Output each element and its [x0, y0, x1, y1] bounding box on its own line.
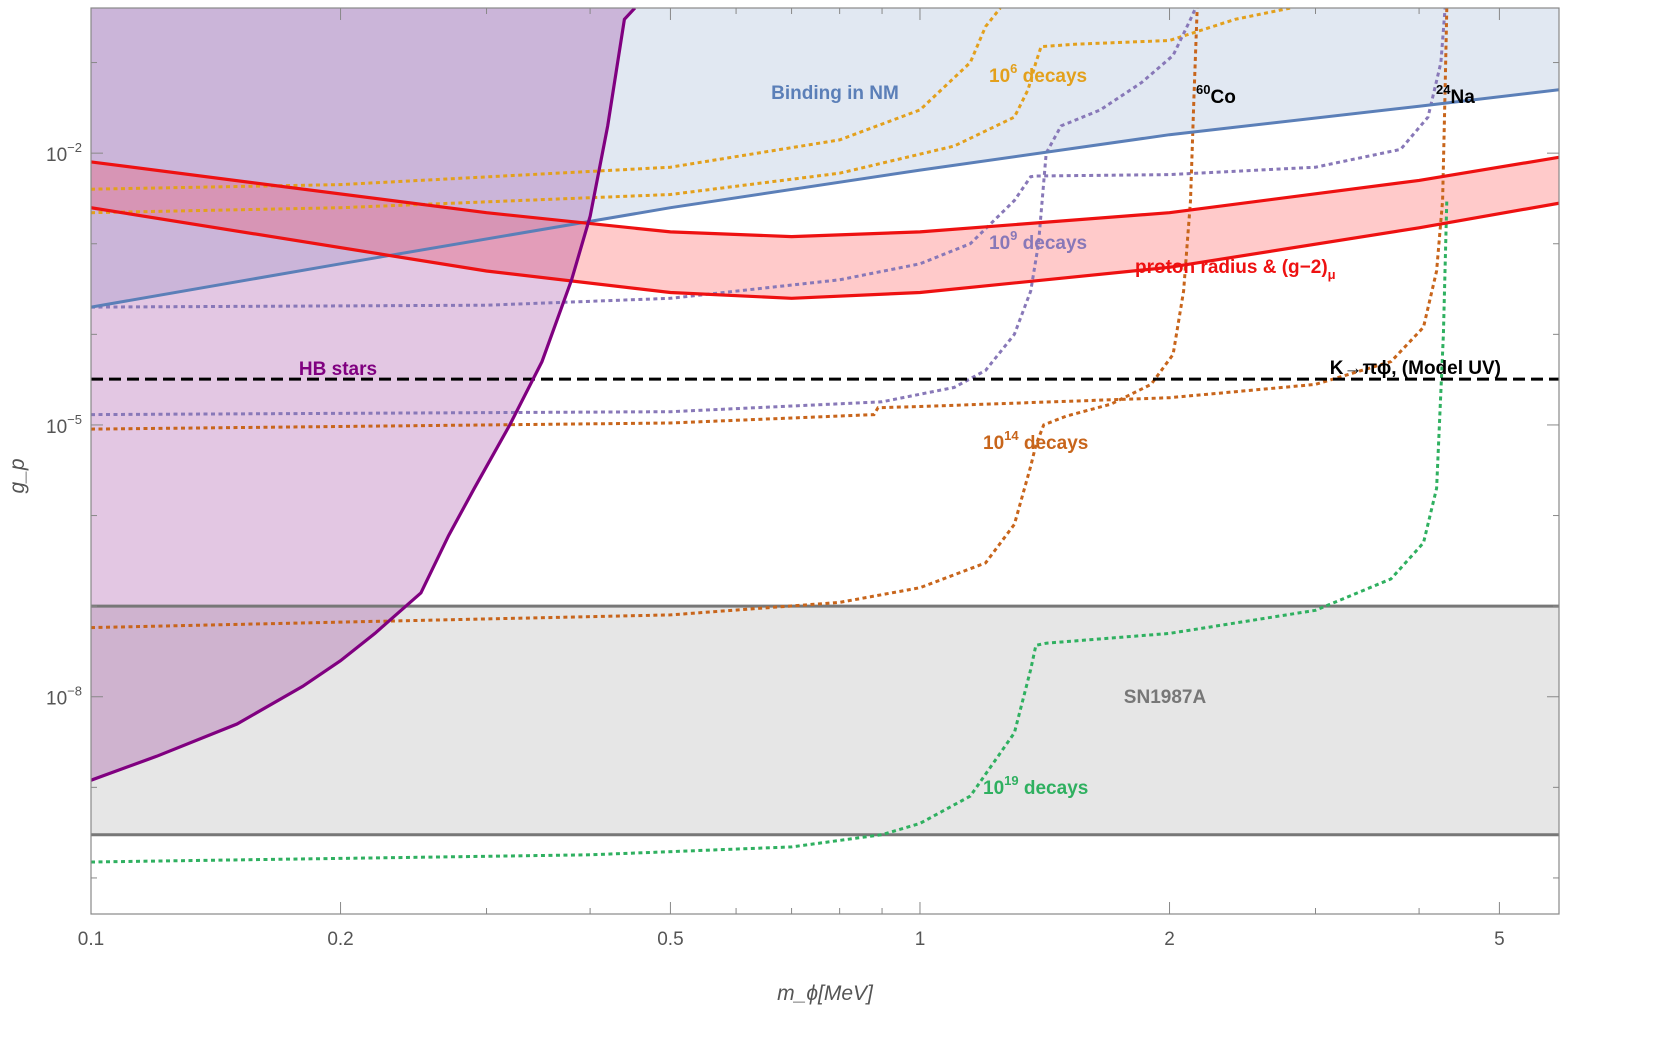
decays-1e19-curve-1	[91, 200, 1449, 864]
proton-radius-lower-line	[91, 201, 1559, 300]
y-tick-label: 10−5	[46, 412, 82, 438]
sn1987a-label: SN1987A	[1124, 687, 1207, 708]
decays-1e9-label: 109 decays	[989, 228, 1087, 254]
decays-1e6-curve-1	[91, 8, 1291, 215]
hb-stars-boundary	[91, 8, 637, 782]
plot-frame	[90, 7, 1560, 915]
decays-1e14-label: 1014 decays	[983, 428, 1088, 454]
x-tick-label: 1	[915, 929, 926, 950]
y-tick-label: 10−2	[46, 140, 82, 166]
binding-nm-label: Binding in NM	[771, 83, 899, 104]
plot-area	[91, 8, 1559, 864]
x-tick-label: 0.5	[657, 929, 683, 950]
decays-1e9-curve-1	[91, 8, 1447, 309]
x-axis-title: m_ϕ[MeV]	[777, 982, 874, 1005]
tick-marks	[90, 8, 1559, 914]
na24-label: 24Na	[1436, 82, 1475, 108]
decays-1e19-label: 1019 decays	[983, 773, 1088, 799]
decays-1e6-curve-2	[91, 8, 1002, 191]
kaon-label: K→πϕ, (Model UV)	[1330, 358, 1501, 379]
y-tick-label: 10−8	[46, 684, 82, 710]
binding-nm-boundary	[91, 88, 1559, 309]
x-tick-label: 0.1	[78, 929, 104, 950]
x-tick-label: 0.2	[327, 929, 353, 950]
y-tick-labels: 10−2 10−5 10−8	[46, 140, 82, 710]
proton-radius-upper-line	[91, 155, 1559, 239]
decays-1e6-label: 106 decays	[989, 61, 1087, 87]
x-tick-label: 2	[1164, 929, 1175, 950]
x-tick-labels: 0.1 0.2 0.5 1 2 5	[78, 929, 1505, 950]
hb-stars-label: HB stars	[299, 359, 377, 380]
proton-radius-label: proton radius & (g−2)μ	[1135, 257, 1336, 282]
annotations: HB stars Binding in NM proton radius & (…	[299, 61, 1501, 799]
y-axis-title: g_p	[6, 458, 29, 493]
sn1987a-region	[91, 606, 1559, 835]
x-tick-label: 5	[1494, 929, 1505, 950]
co60-label: 60Co	[1196, 82, 1236, 108]
decays-1e14-curve-2	[91, 8, 1199, 630]
decays-1e14-curve-1	[91, 8, 1449, 431]
